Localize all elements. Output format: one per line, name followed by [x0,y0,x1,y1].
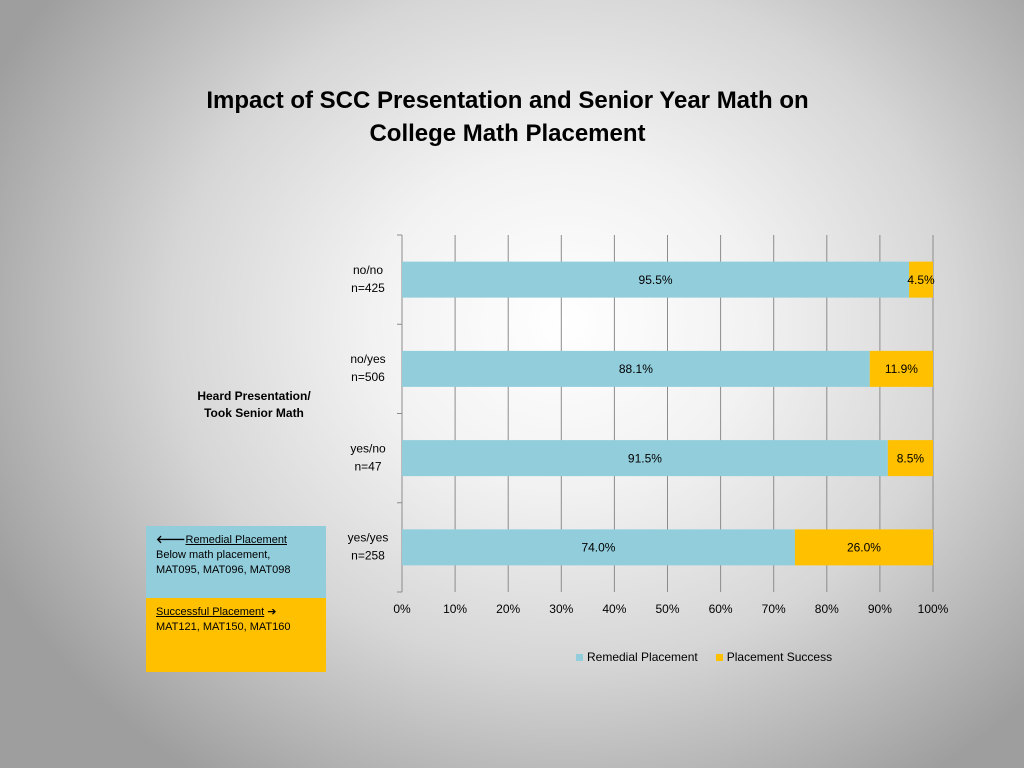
chart-title-line1: Impact of SCC Presentation and Senior Ye… [206,87,809,114]
bar-remedial [402,350,870,387]
bar-success [887,440,933,477]
data-label-success: 8.5% [897,451,925,465]
chart-legend: Remedial Placement Placement Success [576,650,850,664]
data-label-remedial: 91.5% [628,451,662,465]
right-arrow-icon: ➔ [267,606,277,618]
legend-swatch-remedial [576,653,583,661]
x-tick-label: 70% [762,602,786,616]
remedial-placement-note: 🡐Remedial Placement Below math placement… [146,526,326,598]
x-tick-label: 90% [868,602,892,616]
legend-swatch-success [715,653,723,661]
y-axis-label-line1: Heard Presentation/ [197,389,311,403]
legend-item-success: Placement Success [715,650,833,664]
remedial-note-line1: Below math placement, [156,549,271,561]
data-label-success: 11.9% [885,362,918,376]
x-tick-label: 30% [549,602,573,616]
remedial-note-line2: MAT095, MAT096, MAT098 [156,564,291,576]
remedial-note-heading: Remedial Placement [185,534,288,546]
success-note-line1: MAT121, MAT150, MAT160 [156,621,291,633]
legend-item-remedial: Remedial Placement [576,650,698,664]
legend-label-remedial: Remedial Placement [587,650,698,664]
x-tick-label: 10% [443,602,467,616]
legend-label-success: Placement Success [726,650,833,664]
x-tick-label: 100% [918,602,949,616]
bar-remedial [402,529,795,566]
category-count-label: n=425 [351,281,385,295]
x-tick-label: 80% [815,602,839,616]
chart-title-line2: College Math Placement [369,120,646,147]
category-label: no/no [353,263,383,277]
chart-title: Impact of SCC Presentation and Senior Ye… [140,84,875,150]
category-label: yes/no [350,441,386,455]
data-label-remedial: 95.5% [639,273,673,287]
x-tick-label: 50% [655,602,679,616]
category-label: yes/yes [348,531,389,545]
data-label-success: 26.0% [847,541,881,555]
bar-success [909,261,933,298]
y-axis-label: Heard Presentation/ Took Senior Math [160,388,348,422]
data-label-remedial: 74.0% [581,541,615,555]
successful-placement-note: Successful Placement ➔ MAT121, MAT150, M… [146,598,326,672]
category-count-label: n=47 [354,459,381,473]
category-count-label: n=506 [351,370,385,384]
data-label-success: 4.5% [907,273,935,287]
x-tick-label: 40% [602,602,626,616]
bar-remedial [402,440,888,477]
left-arrow-icon: 🡐 [156,534,186,546]
bar-remedial [402,261,910,298]
data-label-remedial: 88.1% [619,362,653,376]
x-tick-label: 0% [393,602,411,616]
y-axis-label-line2: Took Senior Math [204,406,304,420]
category-count-label: n=258 [351,549,385,563]
bar-success [869,350,933,387]
category-label: no/yes [350,352,385,366]
x-tick-label: 20% [496,602,520,616]
x-tick-label: 60% [709,602,733,616]
bar-success [794,529,933,566]
success-note-heading: Successful Placement [156,606,265,618]
